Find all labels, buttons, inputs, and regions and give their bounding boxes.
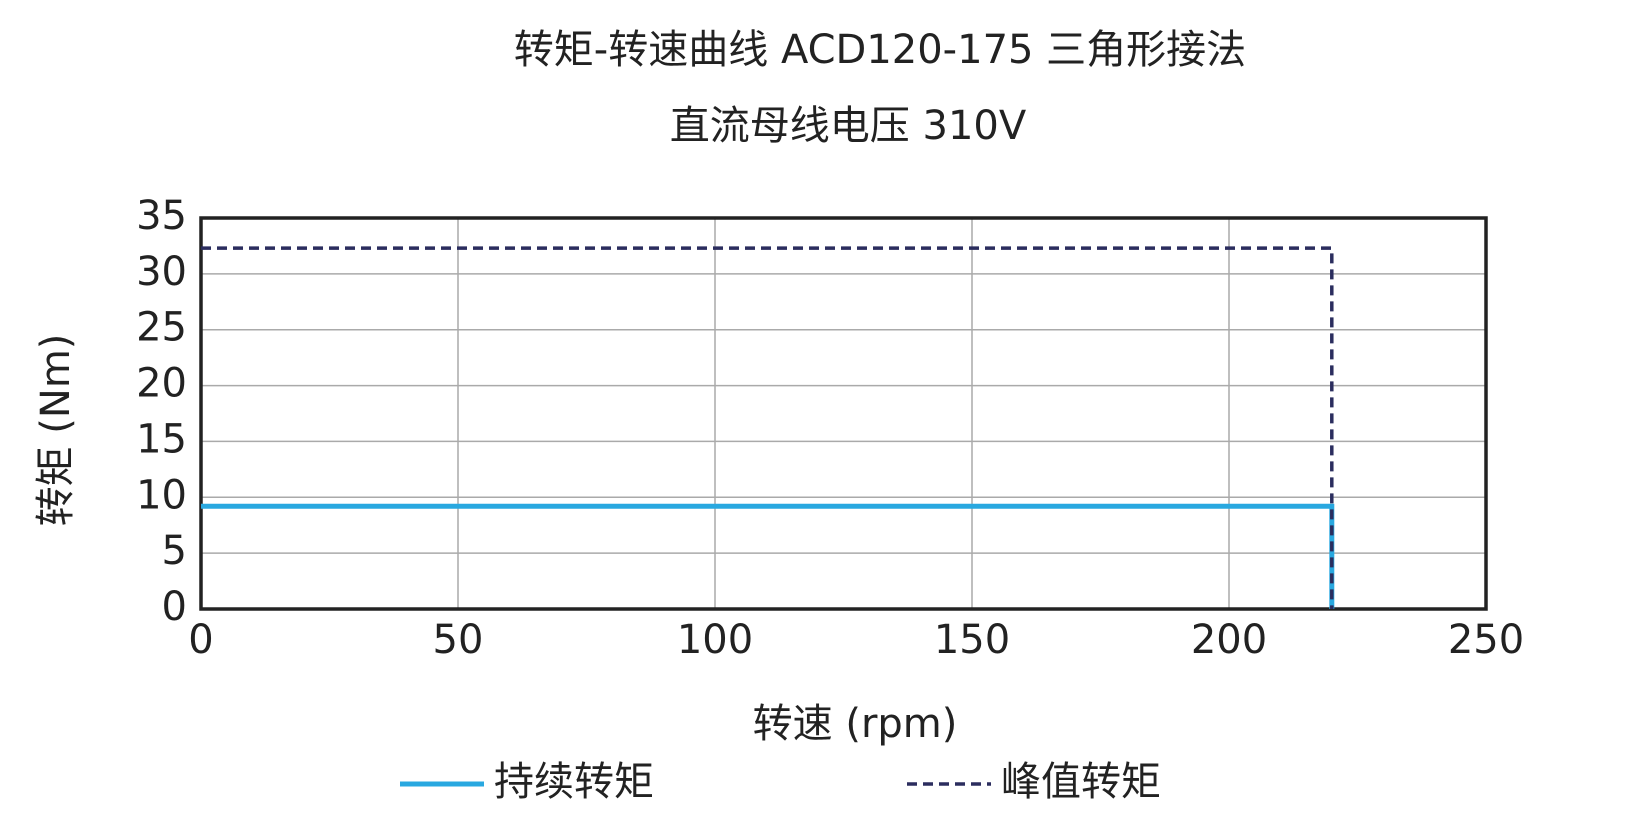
y-tick-label: 15 <box>136 416 187 462</box>
y-axis-label: 转矩 (Nm) <box>33 334 79 527</box>
x-tick-label: 200 <box>1191 617 1267 663</box>
series-line <box>201 503 1335 609</box>
x-axis-label: 转速 (rpm) <box>753 701 958 747</box>
x-tick-label: 150 <box>934 617 1010 663</box>
chart-title: 转矩-转速曲线 ACD120-175 三角形接法 <box>514 27 1246 73</box>
y-tick-label: 10 <box>136 472 187 518</box>
x-tick-label: 0 <box>188 617 213 663</box>
x-tick-label: 50 <box>433 617 484 663</box>
y-tick-label: 0 <box>162 584 187 630</box>
chart-subtitle: 直流母线电压 310V <box>670 103 1027 149</box>
series-line <box>201 246 1334 609</box>
legend-label: 峰值转矩 <box>1001 759 1161 805</box>
y-tick-label: 5 <box>162 528 187 574</box>
y-tick-label: 35 <box>136 193 187 239</box>
y-tick-label: 20 <box>136 361 187 407</box>
plot-frame <box>199 216 1488 611</box>
legend-label: 持续转矩 <box>494 759 654 805</box>
y-tick-label: 30 <box>136 249 187 295</box>
y-tick-label: 25 <box>136 305 187 351</box>
x-tick-label: 100 <box>677 617 753 663</box>
x-tick-label: 250 <box>1448 617 1524 663</box>
